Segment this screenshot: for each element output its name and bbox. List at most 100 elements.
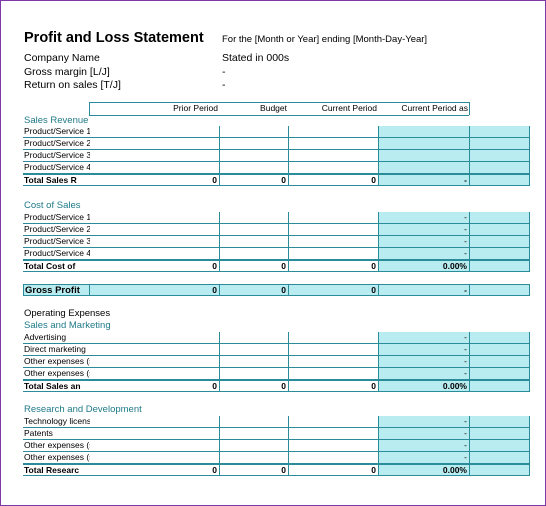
cell-current[interactable] [289,428,379,440]
cell-pct[interactable]: 0.00% [379,380,470,392]
cell-budget[interactable]: 0 [220,284,289,296]
cell-pct[interactable]: - [379,440,470,452]
cell-extra[interactable] [470,464,530,476]
cell-prior[interactable] [90,224,220,236]
cell-label[interactable]: Product/Service 2 [23,138,90,150]
cell-current[interactable]: 0 [289,380,379,392]
cell-current[interactable] [289,224,379,236]
cell-budget[interactable]: 0 [220,174,289,186]
cell-current[interactable]: 0 [289,464,379,476]
cell-budget[interactable]: 0 [220,260,289,272]
cell-prior[interactable] [90,236,220,248]
cell-pct[interactable]: - [379,356,470,368]
cell-prior[interactable]: 0 [90,464,220,476]
cell-pct[interactable]: - [379,452,470,464]
cell-label[interactable]: Product/Service 3 [23,236,90,248]
cell-budget[interactable] [220,236,289,248]
cell-label[interactable]: Product/Service 1 [23,212,90,224]
cell-budget[interactable] [220,356,289,368]
cell-pct[interactable]: - [379,416,470,428]
cell-current[interactable] [289,212,379,224]
cell-prior[interactable] [90,162,220,174]
cell-current[interactable] [289,236,379,248]
cell-extra[interactable] [470,224,530,236]
cell-current[interactable] [289,356,379,368]
cell-prior[interactable] [90,428,220,440]
cell-label[interactable]: Product/Service 3 [23,150,90,162]
cell-label[interactable]: Advertising [23,332,90,344]
cell-current[interactable] [289,162,379,174]
cell-label[interactable]: Other expenses (specify) [23,452,90,464]
cell-pct[interactable]: - [379,236,470,248]
cell-label[interactable]: Product/Service 4 [23,162,90,174]
cell-current[interactable] [289,344,379,356]
cell-label[interactable]: Other expenses (specify) [23,368,90,380]
cell-prior[interactable] [90,344,220,356]
cell-current[interactable] [289,126,379,138]
cell-pct[interactable]: - [379,332,470,344]
cell-pct[interactable]: - [379,368,470,380]
cell-current[interactable] [289,416,379,428]
cell-budget[interactable] [220,332,289,344]
cell-budget[interactable]: 0 [220,464,289,476]
cell-label[interactable]: Total Researc [23,464,90,476]
cell-prior[interactable] [90,248,220,260]
cell-extra[interactable] [470,452,530,464]
cell-extra[interactable] [470,138,530,150]
cell-extra[interactable] [470,260,530,272]
cell-pct[interactable]: - [379,344,470,356]
cell-current[interactable] [289,138,379,150]
cell-extra[interactable] [470,344,530,356]
cell-budget[interactable] [220,126,289,138]
cell-pct[interactable] [379,162,470,174]
cell-budget[interactable] [220,138,289,150]
cell-label[interactable]: Product/Service 2 [23,224,90,236]
cell-label[interactable]: Total Sales R [23,174,90,186]
cell-pct[interactable]: - [379,284,470,296]
cell-extra[interactable] [470,440,530,452]
cell-extra[interactable] [470,162,530,174]
cell-label[interactable]: Other expenses (specify) [23,356,90,368]
cell-prior[interactable]: 0 [90,260,220,272]
cell-current[interactable]: 0 [289,284,379,296]
cell-prior[interactable]: 0 [90,380,220,392]
cell-extra[interactable] [470,174,530,186]
cell-pct[interactable]: - [379,428,470,440]
cell-extra[interactable] [470,428,530,440]
cell-extra[interactable] [470,416,530,428]
cell-current[interactable] [289,368,379,380]
cell-pct[interactable]: - [379,248,470,260]
cell-extra[interactable] [470,356,530,368]
cell-extra[interactable] [470,380,530,392]
cell-pct[interactable]: - [379,212,470,224]
cell-current[interactable]: 0 [289,260,379,272]
cell-label[interactable]: Patents [23,428,90,440]
cell-budget[interactable] [220,428,289,440]
cell-extra[interactable] [470,150,530,162]
cell-current[interactable]: 0 [289,174,379,186]
cell-current[interactable] [289,150,379,162]
cell-pct[interactable]: - [379,174,470,186]
cell-budget[interactable] [220,440,289,452]
cell-budget[interactable]: 0 [220,380,289,392]
cell-label[interactable]: Gross Profit [23,284,90,296]
cell-prior[interactable] [90,150,220,162]
cell-current[interactable] [289,248,379,260]
cell-budget[interactable] [220,224,289,236]
cell-pct[interactable] [379,138,470,150]
cell-budget[interactable] [220,150,289,162]
cell-pct[interactable] [379,150,470,162]
cell-extra[interactable] [470,212,530,224]
cell-prior[interactable] [90,126,220,138]
cell-extra[interactable] [470,332,530,344]
cell-prior[interactable] [90,332,220,344]
cell-extra[interactable] [470,284,530,296]
cell-label[interactable]: Direct marketing [23,344,90,356]
cell-extra[interactable] [470,248,530,260]
cell-budget[interactable] [220,212,289,224]
cell-prior[interactable] [90,212,220,224]
cell-current[interactable] [289,332,379,344]
cell-pct[interactable] [379,126,470,138]
cell-pct[interactable]: 0.00% [379,260,470,272]
cell-pct[interactable]: - [379,224,470,236]
